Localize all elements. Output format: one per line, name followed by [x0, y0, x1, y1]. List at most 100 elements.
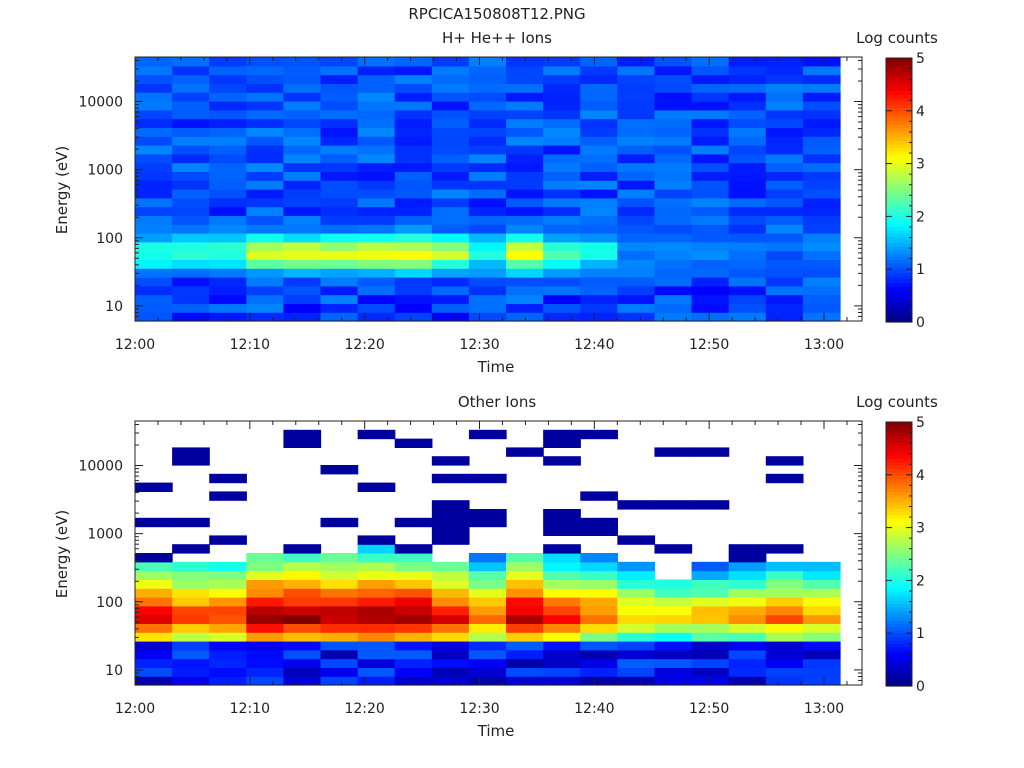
heatmap-cell [209, 127, 247, 137]
heatmap-cell [802, 109, 841, 120]
x-tick-label: 13:00 [804, 701, 844, 717]
heatmap-cell [320, 588, 359, 598]
heatmap-cell [283, 259, 322, 269]
heatmap-cell [506, 241, 544, 252]
heatmap-cell [691, 259, 730, 269]
heatmap-cell [394, 570, 433, 580]
heatmap-cell [765, 588, 804, 598]
heatmap-cell [209, 632, 247, 642]
heatmap-cell [580, 74, 618, 84]
colorbar-swatch [886, 196, 912, 201]
heatmap-cell [580, 180, 618, 190]
heatmap-cell [802, 92, 841, 102]
colorbar-swatch [886, 137, 912, 142]
colorbar-swatch [886, 120, 912, 125]
heatmap-cell [580, 676, 618, 686]
heatmap-cell [728, 597, 767, 607]
heatmap-cell [654, 215, 693, 225]
colorbar-swatch [886, 587, 912, 591]
colorbar-swatch [886, 481, 912, 486]
heatmap-cell [765, 109, 804, 120]
heatmap-cell [802, 83, 841, 93]
heatmap-cell [172, 74, 210, 84]
heatmap-cell [765, 127, 804, 137]
heatmap-cell [654, 614, 693, 624]
heatmap-cell [283, 553, 322, 563]
heatmap-cell [135, 197, 173, 208]
heatmap-cell [617, 224, 656, 234]
heatmap-cell [357, 285, 396, 296]
heatmap-cell [580, 224, 618, 234]
heatmap-cell [394, 83, 433, 93]
colorbar-swatch [886, 458, 912, 463]
heatmap-cell [357, 180, 396, 190]
heatmap-cell [506, 259, 544, 269]
heatmap-cell [394, 605, 433, 616]
heatmap-cell [728, 83, 767, 93]
heatmap-cell [135, 215, 173, 225]
heatmap-cell [394, 632, 433, 642]
heatmap-cell [802, 250, 841, 260]
heatmap-cell [617, 588, 656, 598]
heatmap-cell [468, 171, 507, 181]
heatmap-cell [580, 153, 618, 164]
heatmap-cell [283, 109, 322, 120]
heatmap-cell [209, 57, 247, 67]
heatmap-cell [431, 74, 470, 84]
heatmap-cell [802, 171, 841, 181]
heatmap-cell [506, 197, 544, 208]
heatmap-cell [580, 118, 618, 128]
heatmap-cell [172, 632, 210, 642]
heatmap-cell [580, 491, 618, 501]
heatmap-cell [246, 570, 285, 580]
heatmap-cell [320, 277, 359, 287]
heatmap-cell [654, 136, 693, 146]
colorbar-swatch [886, 193, 912, 198]
colorbar-swatch [886, 100, 912, 105]
heatmap-cell [765, 561, 804, 572]
heatmap-cell [320, 92, 359, 102]
heatmap-cell [691, 74, 730, 84]
heatmap-cell [246, 277, 285, 287]
heatmap-cell [654, 241, 693, 252]
colorbar-swatch [886, 540, 912, 545]
colorbar-swatch [886, 289, 912, 293]
heatmap-cell [802, 570, 841, 580]
heatmap-cell [209, 268, 247, 278]
heatmap-cell [209, 667, 247, 677]
heatmap-cell [209, 153, 247, 164]
heatmap-cell [580, 162, 618, 172]
heatmap-cell [209, 294, 247, 304]
y-axis-label: Energy (eV) [53, 146, 71, 234]
heatmap-cell [468, 180, 507, 190]
heatmap-cell [654, 588, 693, 598]
heatmap-cell [320, 465, 359, 475]
heatmap-cell [543, 250, 581, 260]
heatmap-cell [691, 294, 730, 304]
colorbar-swatch [886, 649, 912, 654]
heatmap-cell [543, 544, 581, 554]
heatmap-cell [617, 83, 656, 93]
heatmap-cell [765, 215, 804, 225]
heatmap-cell [543, 197, 581, 208]
heatmap-cell [135, 153, 173, 164]
heatmap-cell [283, 588, 322, 598]
heatmap-cell [617, 632, 656, 642]
heatmap-cell [431, 285, 470, 296]
heatmap-cell [172, 588, 210, 598]
heatmap-cell [246, 215, 285, 225]
heatmap-cell [691, 641, 730, 651]
colorbar-swatch [886, 180, 912, 184]
heatmap-cell [691, 189, 730, 199]
colorbar-swatch [886, 497, 912, 502]
heatmap-cell [394, 162, 433, 172]
heatmap-cell [431, 303, 470, 313]
heatmap-cell [468, 233, 507, 243]
heatmap-cell [654, 676, 693, 686]
colorbar-swatch [886, 110, 912, 115]
heatmap-cell [543, 438, 581, 448]
heatmap-cell [320, 676, 359, 686]
heatmap-cell [135, 667, 173, 677]
heatmap-cell [506, 667, 544, 677]
heatmap-cell [468, 649, 507, 660]
